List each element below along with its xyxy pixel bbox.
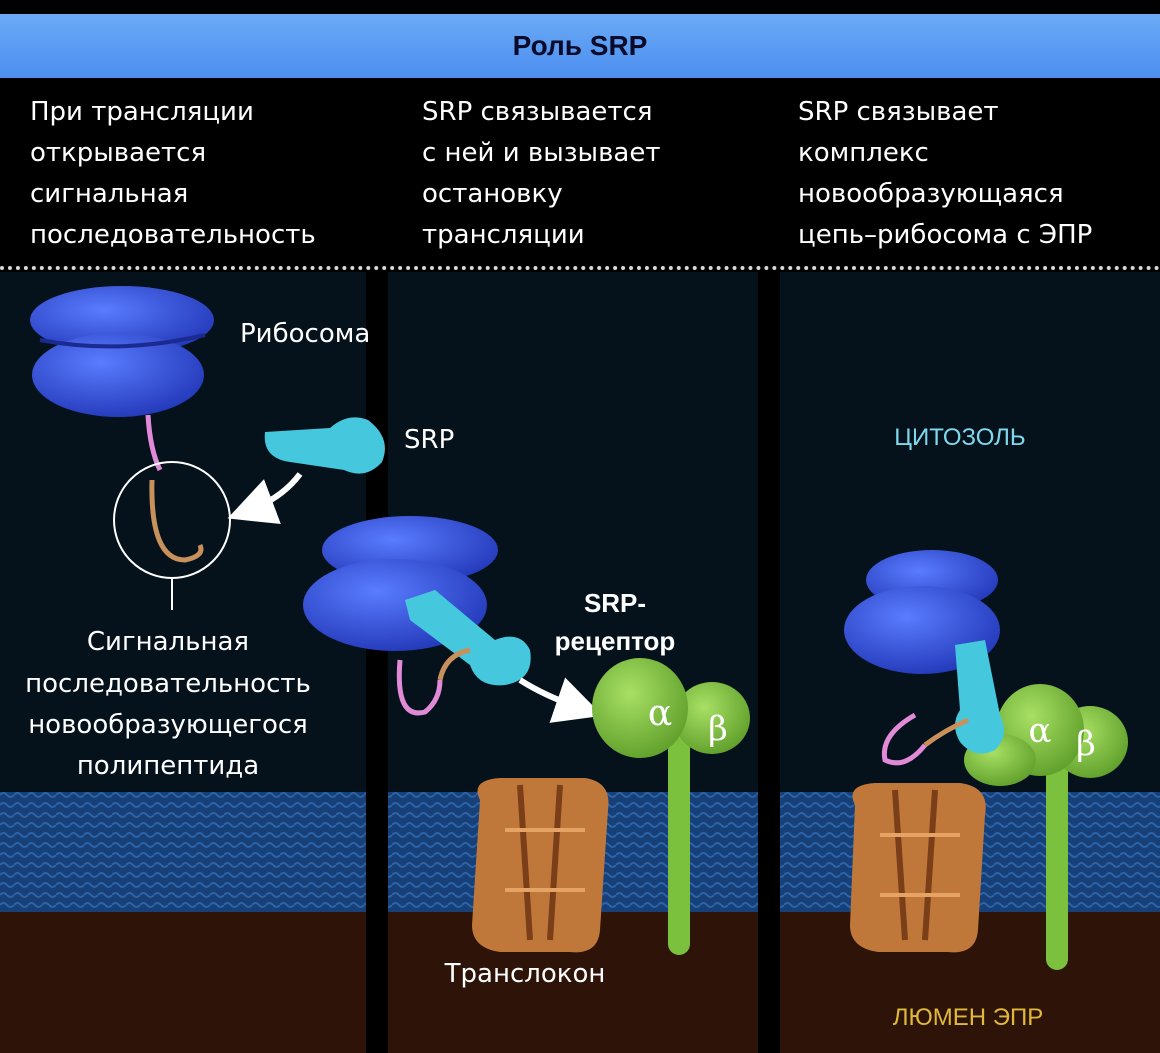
srp-particle-1 xyxy=(264,417,385,474)
signal-label-line4: полипептида xyxy=(77,751,259,781)
signal-sequence-3 xyxy=(923,717,969,748)
srp-label: SRP xyxy=(404,425,454,455)
step-2-caption: SRP связывается с ней и вызывает останов… xyxy=(422,97,661,250)
signal-label-line2: последовательность xyxy=(25,669,311,699)
nascent-chain-1 xyxy=(145,414,163,472)
step-1-caption: При трансляции открывается сигнальная по… xyxy=(30,97,316,250)
nascent-chain-2 xyxy=(396,659,443,716)
signal-label-line3: новообразующегося xyxy=(28,710,308,740)
signal-label-line1: Сигнальная xyxy=(87,627,249,657)
receptor-alpha-2: α xyxy=(648,693,672,734)
ribosome-1 xyxy=(30,286,214,417)
signal-sequence-2 xyxy=(437,647,471,681)
receptor-alpha-3: α xyxy=(1029,711,1052,751)
srp-receptor-2 xyxy=(592,658,750,955)
signal-sequence-1 xyxy=(149,479,204,563)
ribosome-label: Рибосома xyxy=(240,319,370,349)
diagram-title: Роль SRP xyxy=(512,30,648,61)
cytosol-label: ЦИТОЗОЛЬ xyxy=(894,424,1025,451)
title-banner: Роль SRP xyxy=(0,14,1160,78)
srp-particle-3 xyxy=(955,640,1004,754)
srp-particle-2 xyxy=(405,590,531,686)
translocon-label: Транслокон xyxy=(444,959,606,989)
panel-divider-1 xyxy=(366,272,388,1053)
nascent-chain-3 xyxy=(881,712,927,766)
receptor-beta-2: β xyxy=(708,709,728,749)
srp-receptor-3 xyxy=(964,684,1128,970)
step-3-caption: SRP связывает комплекс новообразующаяся … xyxy=(798,97,1093,250)
srp-arrow-1 xyxy=(227,472,303,525)
er-lumen-label: ЛЮМЕН ЭПР xyxy=(893,1004,1044,1031)
srp-diagram: Рибосома SRP Сигнальная последовательнос… xyxy=(0,272,1160,1053)
receptor-beta-3: β xyxy=(1076,724,1096,764)
srp-receptor-label-line2: рецептор xyxy=(555,626,676,656)
srp-receptor-label-line1: SRP- xyxy=(584,588,646,618)
srp-arrow-2 xyxy=(518,677,603,723)
translocon-2 xyxy=(472,778,609,953)
panel-divider-2 xyxy=(758,272,780,1053)
translocon-3 xyxy=(850,783,986,953)
dotted-divider xyxy=(0,266,1160,270)
